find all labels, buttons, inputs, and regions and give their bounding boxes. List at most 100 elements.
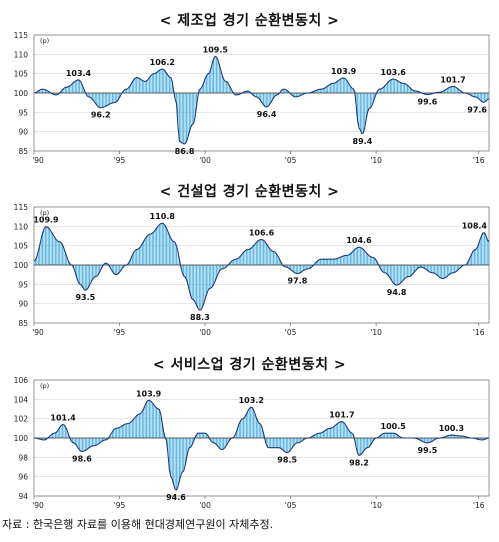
bar xyxy=(398,436,400,438)
bar xyxy=(374,258,376,265)
bar xyxy=(368,93,370,109)
bar xyxy=(407,265,408,277)
bar xyxy=(93,438,95,446)
data-label: 97.6 xyxy=(467,105,487,114)
bar xyxy=(391,79,393,93)
bar xyxy=(73,265,75,269)
bar xyxy=(140,413,142,438)
bar xyxy=(301,438,303,441)
bar xyxy=(312,91,314,93)
bar xyxy=(251,247,253,265)
bar xyxy=(392,79,394,93)
bar xyxy=(431,438,433,442)
bar xyxy=(320,89,321,93)
bar xyxy=(181,265,183,273)
bar xyxy=(216,438,217,445)
bar xyxy=(357,247,358,265)
data-label: 109.5 xyxy=(203,45,229,54)
y-tick-label: 100 xyxy=(14,261,29,270)
bar xyxy=(468,260,470,265)
y-tick-label: 110 xyxy=(14,50,29,59)
data-label: 98.5 xyxy=(277,456,297,465)
bar xyxy=(295,438,297,444)
bar xyxy=(381,88,383,93)
bar xyxy=(428,93,430,95)
bar xyxy=(131,81,133,93)
bar xyxy=(482,232,484,265)
bar xyxy=(344,423,346,438)
bar xyxy=(398,81,400,93)
bar xyxy=(84,265,86,291)
chart-title-services: < 서비스업 경기 순환변동치 > xyxy=(152,357,347,373)
data-label: 106.2 xyxy=(150,58,175,67)
bar xyxy=(206,433,207,438)
bar xyxy=(421,438,423,442)
bar xyxy=(116,93,118,102)
bar xyxy=(293,438,294,447)
data-label: 101.7 xyxy=(329,411,354,420)
bar xyxy=(466,263,468,265)
bar xyxy=(404,83,405,93)
bar xyxy=(201,265,203,308)
bar xyxy=(417,265,418,269)
bar xyxy=(341,421,343,438)
x-tick-label: '95 xyxy=(114,328,126,337)
bar xyxy=(385,433,387,438)
bar xyxy=(387,82,388,93)
bar xyxy=(137,414,139,438)
bar xyxy=(378,89,380,93)
bar xyxy=(149,234,150,265)
bar xyxy=(364,250,366,265)
bar xyxy=(226,438,227,446)
bar xyxy=(475,249,477,265)
bar xyxy=(104,93,106,107)
bar xyxy=(389,80,391,93)
bar xyxy=(461,265,463,267)
bar xyxy=(126,423,128,438)
bar xyxy=(99,265,100,273)
bar xyxy=(160,223,162,265)
bar xyxy=(345,255,347,265)
bar xyxy=(308,265,310,269)
bar xyxy=(446,265,448,277)
y-tick-label: 105 xyxy=(14,242,29,251)
bar xyxy=(217,438,219,447)
bar xyxy=(352,89,354,93)
bar xyxy=(82,438,83,452)
x-tick-label: '90 xyxy=(32,501,44,510)
bar xyxy=(452,86,454,93)
data-label: 103.6 xyxy=(381,68,407,77)
bar xyxy=(246,414,247,438)
bar xyxy=(303,265,304,271)
data-label: 110.8 xyxy=(150,212,176,221)
bar xyxy=(387,433,388,438)
bar xyxy=(186,438,187,459)
bar xyxy=(399,265,401,284)
bar xyxy=(74,265,76,273)
bar xyxy=(385,265,387,274)
bar xyxy=(481,93,482,102)
bar xyxy=(446,88,448,93)
bar xyxy=(431,265,433,273)
bar xyxy=(270,249,272,265)
bar xyxy=(223,265,224,269)
bar xyxy=(379,89,381,93)
bar xyxy=(177,93,179,127)
bar xyxy=(257,93,259,98)
bar xyxy=(248,408,250,438)
bar xyxy=(415,91,417,93)
bar xyxy=(112,265,113,272)
bar xyxy=(96,265,98,277)
y-tick-label: 104 xyxy=(14,395,29,404)
bar xyxy=(264,93,266,107)
bar xyxy=(429,438,431,443)
bar xyxy=(131,255,133,265)
bar xyxy=(227,82,229,93)
bar xyxy=(321,89,323,93)
bar xyxy=(361,93,363,134)
series-line xyxy=(33,222,490,311)
bar xyxy=(264,241,266,265)
bar xyxy=(137,77,139,93)
bar xyxy=(218,438,220,448)
bar xyxy=(459,90,461,93)
